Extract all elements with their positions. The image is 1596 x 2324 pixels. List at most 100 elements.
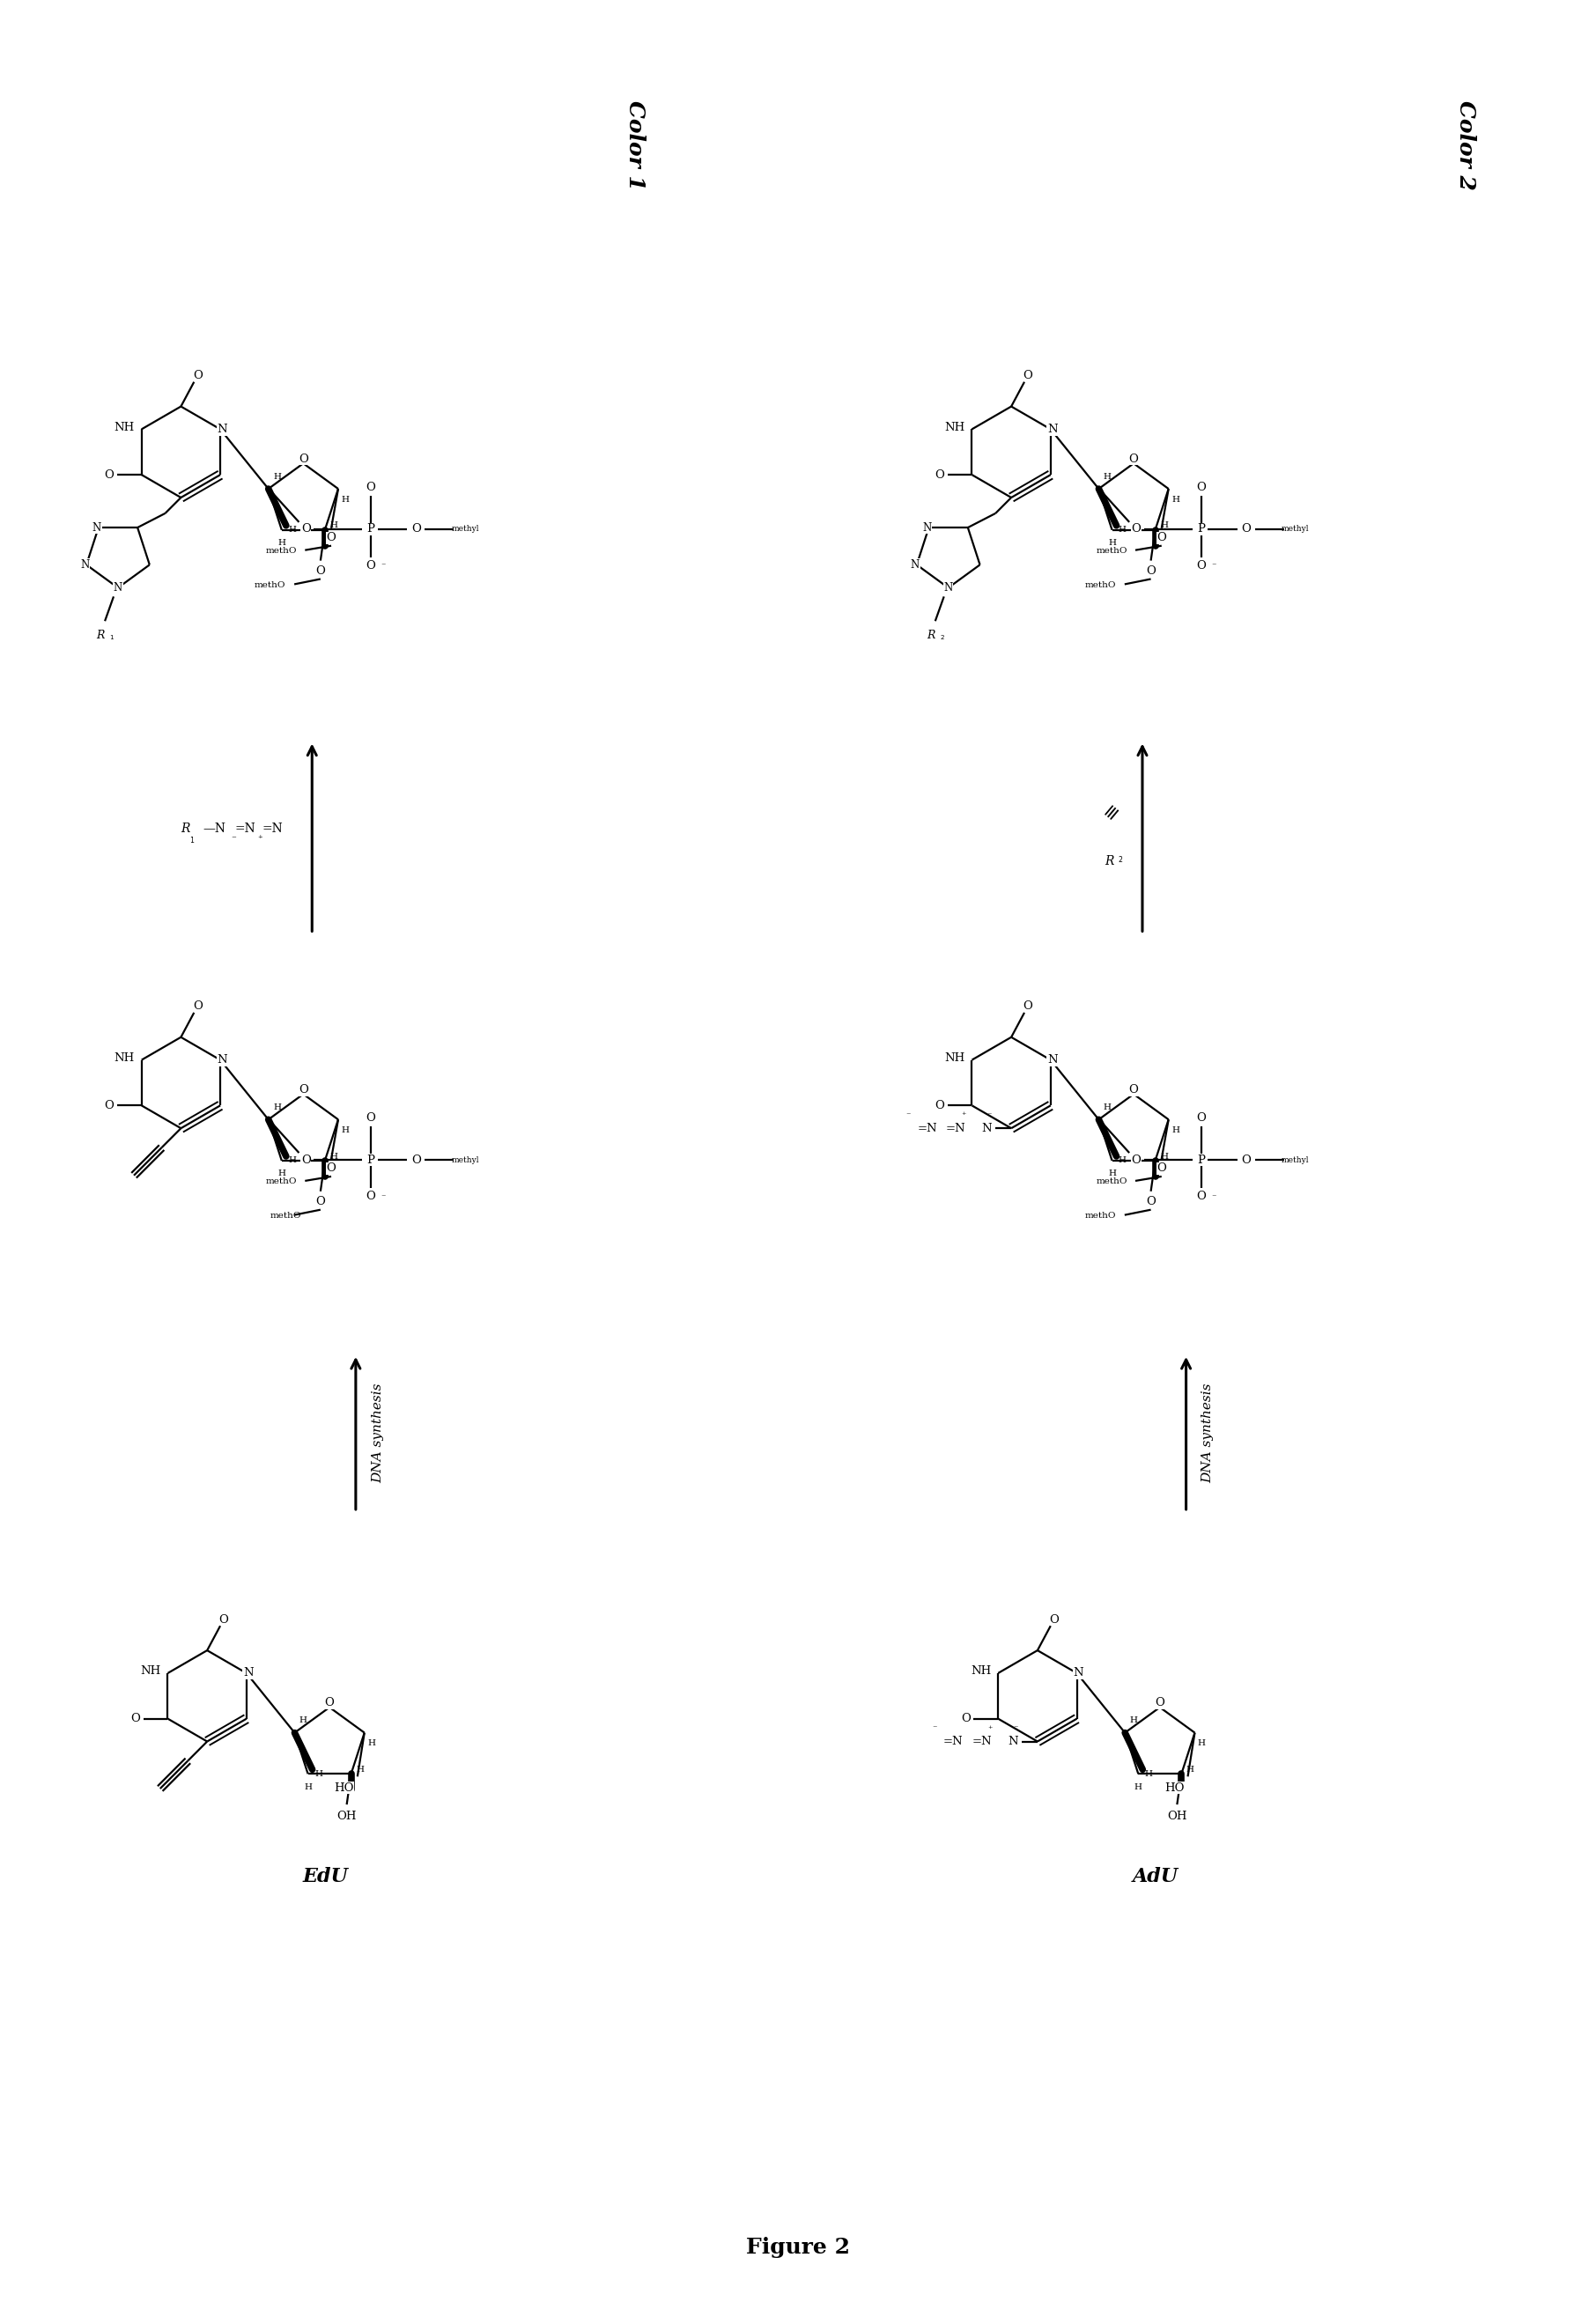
Text: H: H (1144, 1771, 1152, 1778)
Text: N: N (80, 560, 89, 569)
Text: R: R (927, 630, 935, 641)
Text: H: H (300, 1717, 308, 1724)
Text: —N: —N (203, 823, 225, 834)
Text: ⁺: ⁺ (988, 1724, 993, 1734)
Text: O: O (298, 1083, 308, 1095)
Text: O: O (327, 532, 337, 544)
Text: methO: methO (1085, 1211, 1116, 1220)
Text: N: N (243, 1666, 254, 1678)
Text: H: H (1197, 1738, 1205, 1748)
Text: H: H (1103, 472, 1111, 481)
Text: $_2$: $_2$ (940, 634, 945, 641)
Text: P: P (1197, 523, 1205, 535)
Text: O: O (1195, 1190, 1205, 1202)
Text: =N: =N (235, 823, 255, 834)
Text: O: O (935, 469, 945, 481)
Text: H: H (1186, 1766, 1194, 1773)
Text: ⁻: ⁻ (231, 834, 236, 844)
Text: O: O (365, 560, 375, 572)
Text: O: O (365, 1190, 375, 1202)
Text: R: R (1104, 855, 1114, 867)
Text: NH: NH (113, 421, 134, 432)
Text: O: O (1242, 523, 1251, 535)
Text: =N: =N (946, 1122, 966, 1134)
Text: O: O (1023, 1002, 1033, 1013)
Text: ⁺: ⁺ (259, 834, 263, 844)
Text: ⁻: ⁻ (988, 1111, 993, 1120)
Text: O: O (131, 1713, 140, 1724)
Text: methO: methO (1096, 1178, 1127, 1185)
Text: N: N (943, 581, 953, 593)
Text: methO: methO (1085, 581, 1116, 588)
Text: R: R (180, 823, 190, 834)
Text: O: O (302, 523, 311, 535)
Text: O: O (1132, 523, 1141, 535)
Text: H: H (278, 539, 286, 546)
Text: HO: HO (1165, 1783, 1184, 1794)
Text: O: O (365, 481, 375, 493)
Text: H: H (1160, 521, 1168, 530)
Text: H: H (1103, 1104, 1111, 1111)
Text: NH: NH (945, 1053, 966, 1064)
Text: O: O (219, 1613, 228, 1624)
Text: O: O (104, 1099, 113, 1111)
Text: DNA synthesis: DNA synthesis (372, 1383, 383, 1483)
Text: N: N (217, 1055, 227, 1067)
Text: ≡: ≡ (1100, 799, 1125, 823)
Text: H: H (273, 1104, 281, 1111)
Text: O: O (412, 1155, 421, 1167)
Text: O: O (1157, 1162, 1167, 1174)
Text: =N: =N (262, 823, 282, 834)
Text: N: N (217, 423, 227, 435)
Text: O: O (1146, 565, 1156, 576)
Text: H: H (330, 521, 338, 530)
Text: OH: OH (1167, 1810, 1187, 1822)
Text: H: H (367, 1738, 375, 1748)
Text: EdU: EdU (302, 1866, 348, 1887)
Text: OH: OH (337, 1810, 356, 1822)
Text: methyl: methyl (452, 525, 479, 532)
Text: =N: =N (918, 1122, 937, 1134)
Text: ⁻: ⁻ (1013, 1724, 1018, 1734)
Text: H: H (289, 525, 297, 535)
Text: O: O (1132, 1155, 1141, 1167)
Text: P: P (367, 1155, 375, 1167)
Text: $_1$: $_1$ (190, 837, 195, 846)
Text: O: O (327, 1162, 337, 1174)
Text: methO: methO (267, 1178, 297, 1185)
Text: N: N (1047, 1055, 1058, 1067)
Text: O: O (1128, 453, 1138, 465)
Text: H: H (342, 495, 350, 504)
Text: O: O (302, 1155, 311, 1167)
Text: N: N (910, 560, 919, 569)
Text: methO: methO (270, 1211, 302, 1220)
Text: H: H (273, 472, 281, 481)
Text: ⁻: ⁻ (907, 1111, 911, 1120)
Text: H: H (1171, 495, 1179, 504)
Text: P: P (367, 523, 375, 535)
Text: ⁺: ⁺ (961, 1111, 966, 1120)
Text: O: O (1156, 1697, 1165, 1708)
Text: O: O (1049, 1613, 1058, 1624)
Text: methO: methO (267, 546, 297, 555)
Text: H: H (1135, 1783, 1143, 1792)
Text: O: O (935, 1099, 945, 1111)
Text: H: H (1119, 525, 1127, 535)
Text: H: H (1130, 1717, 1138, 1724)
Text: O: O (298, 453, 308, 465)
Text: O: O (316, 1197, 326, 1208)
Text: O: O (1242, 1155, 1251, 1167)
Text: O: O (365, 1113, 375, 1122)
Text: H: H (1160, 1153, 1168, 1160)
Text: O: O (1157, 532, 1167, 544)
Text: Color 2: Color 2 (1456, 100, 1476, 191)
Text: NH: NH (113, 1053, 134, 1064)
Text: $_1$: $_1$ (109, 634, 115, 641)
Text: H: H (330, 1153, 338, 1160)
Text: O: O (193, 370, 203, 381)
Text: P: P (1197, 1155, 1205, 1167)
Text: methyl: methyl (1282, 1155, 1309, 1164)
Text: $_2$: $_2$ (1117, 855, 1124, 867)
Text: =N: =N (972, 1736, 993, 1748)
Text: R: R (96, 630, 105, 641)
